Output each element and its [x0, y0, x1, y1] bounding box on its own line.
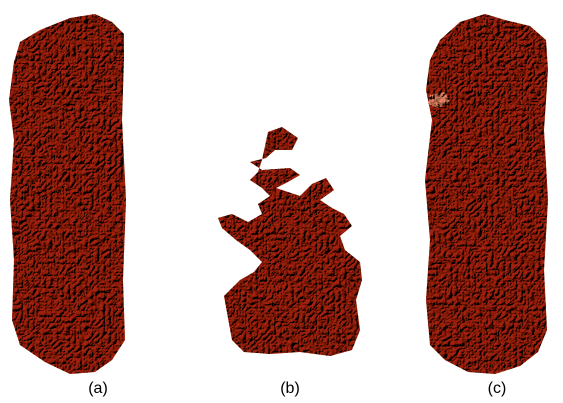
panel-label: (b): [280, 380, 300, 397]
figure: (a) (b) (c): [0, 0, 563, 403]
render-b: [218, 127, 362, 356]
render-a: [9, 14, 126, 374]
page: (a) (b) (c) (() => { const data = JSON.p…: [0, 0, 563, 403]
panel-label: (c): [488, 380, 507, 397]
render-c: [425, 14, 548, 374]
panel-label: (a): [88, 380, 108, 397]
